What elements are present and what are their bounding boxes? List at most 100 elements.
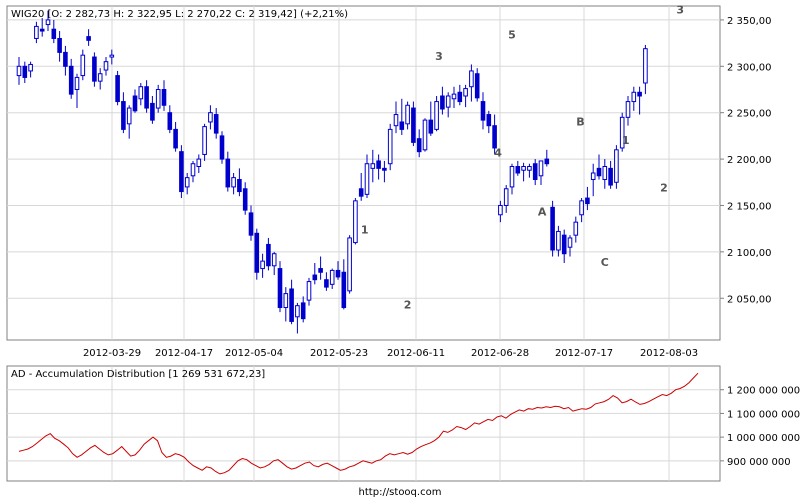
candle-body-down <box>248 212 254 236</box>
candle-body-up <box>509 166 515 188</box>
candle <box>266 237 271 271</box>
candle <box>457 84 463 106</box>
candle <box>347 235 352 294</box>
candle-body-down <box>515 166 521 174</box>
candle <box>411 101 416 147</box>
bottom-chart-title: AD - Accumulation Distribution [1 269 53… <box>11 369 265 380</box>
x-tick-label: 2012-03-29 <box>83 348 141 359</box>
candle-body-up <box>353 200 358 244</box>
candle-body-up <box>306 281 312 301</box>
candle <box>318 256 323 280</box>
candle-body-up <box>80 54 86 77</box>
bottom-y-tick-label: 1 000 000 000 <box>727 433 800 444</box>
candle-body-down <box>51 28 57 39</box>
candle-body-up <box>260 260 265 270</box>
candle-body-down <box>237 178 242 193</box>
candle-body-down <box>480 101 486 121</box>
candle <box>376 154 381 180</box>
candle-body-down <box>544 158 550 165</box>
wave-label: 3 <box>435 50 443 63</box>
candle <box>80 49 86 81</box>
wave-label: 1 <box>361 223 369 236</box>
candle <box>353 198 358 245</box>
candle-body-up <box>16 65 22 77</box>
candle <box>109 49 115 65</box>
candle <box>469 64 474 102</box>
candle <box>190 160 196 183</box>
candle <box>585 186 590 211</box>
candle <box>306 277 312 306</box>
candle-body-up <box>631 91 637 103</box>
candle-body-up <box>498 204 503 216</box>
candle-body-up <box>463 88 468 97</box>
candle <box>260 253 265 278</box>
candle <box>179 145 184 199</box>
bottom-y-tick-label: 900 000 000 <box>727 457 791 468</box>
candle-body-up <box>364 163 370 195</box>
candle <box>550 200 555 257</box>
candle-body-up <box>103 61 109 71</box>
candle-body-up <box>503 188 509 206</box>
candle-body-down <box>428 119 434 134</box>
candle-body-down <box>550 206 555 251</box>
wave-label: 5 <box>508 28 516 41</box>
bottom-y-tick-label: 1 200 000 000 <box>727 386 800 397</box>
candle <box>538 160 544 186</box>
candle <box>625 95 631 126</box>
candle-body-up <box>451 93 457 100</box>
candle <box>532 159 538 186</box>
top-y-tick-label: 2 150,00 <box>727 201 772 212</box>
candle <box>242 182 248 215</box>
candle <box>596 154 602 180</box>
candle <box>295 302 300 334</box>
candle <box>428 101 434 136</box>
candle <box>45 10 51 32</box>
wave-label: 4 <box>494 146 502 159</box>
candle <box>126 105 132 139</box>
wave-label: C <box>601 256 609 269</box>
candle-body-down <box>86 36 91 41</box>
candle <box>521 162 526 182</box>
candle-body-up <box>347 237 352 292</box>
candle <box>144 80 149 113</box>
candle-body-up <box>184 177 190 188</box>
candle <box>57 31 62 62</box>
candle-body-up <box>643 48 648 84</box>
candle <box>619 112 625 152</box>
candle-body-down <box>474 73 480 99</box>
candle-body-up <box>579 200 584 216</box>
candle-body-down <box>225 158 231 188</box>
candle-body-down <box>266 243 271 267</box>
candle <box>434 95 439 132</box>
candle-body-up <box>97 73 103 82</box>
candle-body-down <box>161 89 167 106</box>
candle-body-down <box>22 65 28 78</box>
candle <box>28 61 33 78</box>
candle-body-up <box>573 221 579 236</box>
candle <box>602 159 608 189</box>
candle-body-up <box>445 95 451 108</box>
x-tick-label: 2012-05-23 <box>310 348 368 359</box>
candle-body-up <box>405 104 410 125</box>
candle <box>637 86 642 115</box>
wave-label: A <box>538 206 547 219</box>
wave-label: B <box>576 116 584 129</box>
candle <box>132 89 138 113</box>
candle-body-up <box>434 101 439 130</box>
candle-body-up <box>422 119 428 151</box>
candle-body-down <box>289 288 294 322</box>
candle-body-down <box>144 86 149 109</box>
candle-body-down <box>596 167 602 177</box>
candle <box>608 160 613 189</box>
candle <box>86 29 91 46</box>
candle <box>515 160 521 176</box>
candle-body-up <box>196 158 202 168</box>
candle-body-up <box>271 253 277 267</box>
candle <box>399 98 405 135</box>
candle <box>358 173 364 201</box>
footer-link[interactable]: http://stooq.com <box>359 487 442 498</box>
candle-body-down <box>277 268 283 309</box>
x-tick-label: 2012-04-17 <box>155 348 213 359</box>
candle-body-up <box>190 163 196 177</box>
